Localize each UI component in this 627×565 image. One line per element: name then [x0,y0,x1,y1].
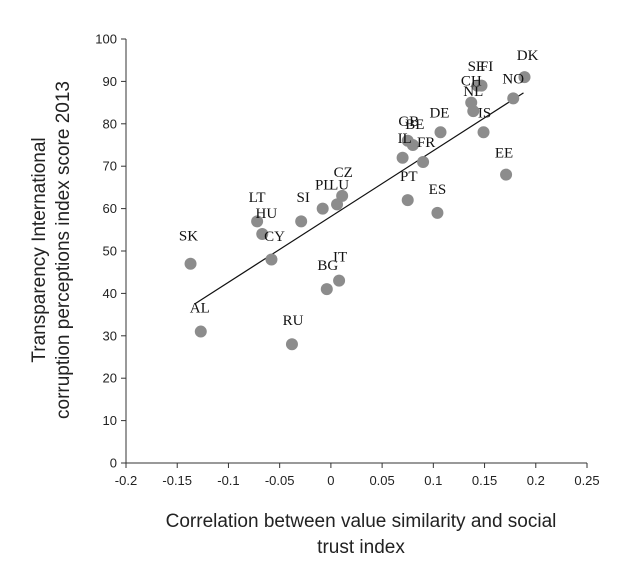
point-label-lt: LT [249,190,266,206]
x-tick-label: 0.05 [369,473,394,488]
data-points [184,71,531,351]
point-label-sk: SK [179,228,198,244]
data-point-es [431,206,444,219]
data-point-fi [475,79,488,92]
point-label-nl: NL [463,84,483,100]
point-label-ch: CH [461,74,482,90]
data-point-lt [251,215,264,228]
x-tick-label: 0 [327,473,334,488]
y-tick-label: 60 [103,201,117,216]
data-point-cz [336,189,349,202]
point-label-se: SE [468,59,486,75]
point-label-de: DE [429,105,449,121]
point-label-hu: HU [256,206,278,222]
data-point-is [477,126,490,139]
y-tick-label: 70 [103,159,117,174]
point-label-it: IT [333,250,347,266]
data-point-sk [184,257,197,270]
point-label-cz: CZ [334,165,353,181]
data-point-de [434,126,447,139]
x-axis-ticks: -0.2 -0.15 -0.1 -0.05 0 0.05 0.1 0.15 0.2 0.25 [115,463,600,488]
point-label-ru: RU [283,313,304,329]
data-point-no [507,92,520,105]
x-tick-label: 0.25 [574,473,599,488]
point-label-pl: PL [315,178,333,194]
point-label-lu: LU [329,178,349,194]
y-tick-label: 0 [110,456,117,471]
data-point-be [406,139,419,151]
data-point-bg [320,283,333,296]
x-axis-title-line2: trust index [317,537,405,558]
data-point-il [396,151,409,164]
point-label-il: IL [398,131,412,147]
data-point-ch [465,96,478,109]
point-label-es: ES [429,182,447,198]
data-point-fr [417,155,430,168]
point-label-bg: BG [317,258,338,274]
x-tick-label: 0.15 [472,473,497,488]
trendline [194,92,524,305]
point-label-gb: GB [398,114,419,130]
data-point-it [333,274,346,287]
point-label-si: SI [297,190,310,206]
point-label-is: IS [478,105,491,121]
point-label-fi: FI [480,59,493,75]
y-tick-label: 50 [103,244,117,259]
point-label-al: AL [190,300,210,316]
data-point-si [295,215,308,228]
axes [125,39,587,464]
x-tick-label: -0.1 [217,473,239,488]
point-label-dk: DK [517,48,539,64]
data-point-ru [285,338,298,351]
y-tick-label: 30 [103,328,117,343]
data-point-cy [265,253,278,266]
point-label-no: NO [502,72,524,88]
data-point-pt [401,194,414,207]
x-tick-label: 0.2 [527,473,545,488]
y-tick-label: 100 [95,32,117,47]
point-label-cy: CY [264,229,285,245]
y-tick-label: 80 [103,116,117,131]
point-label-ee: EE [495,146,513,162]
data-point-pl [316,202,329,215]
data-point-hu [256,228,269,241]
data-point-ee [500,168,513,181]
point-label-fr: FR [417,135,435,151]
y-tick-label: 40 [103,286,117,301]
x-tick-label: -0.2 [115,473,137,488]
y-tick-label: 90 [103,74,117,89]
y-axis-title-line2: corruption perceptions index score 2013 [53,81,74,419]
x-tick-label: 0.1 [424,473,442,488]
y-tick-label: 20 [103,371,117,386]
data-point-al [194,325,207,338]
y-tick-label: 10 [103,413,117,428]
x-tick-label: -0.05 [265,473,295,488]
y-axis-ticks: 0 10 20 30 40 50 60 70 80 90 100 [95,32,126,471]
point-label-be: BE [405,117,424,133]
trendline-group [194,92,524,305]
x-axis-title-line1: Correlation between value similarity and… [166,511,557,532]
data-point-dk [518,71,531,84]
x-tick-label: -0.15 [162,473,192,488]
point-label-pt: PT [400,169,418,185]
y-axis-title-line1: Transparency International [29,137,50,362]
